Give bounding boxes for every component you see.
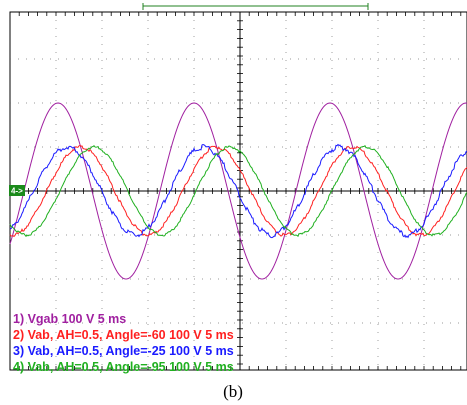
trace-4: [9, 145, 467, 238]
figure-caption: (b): [223, 382, 243, 401]
legend-entry-1: 1) Vgab 100 V 5 ms: [13, 312, 126, 326]
legend-entry-3: 3) Vab, AH=0.5, Angle=-25 100 V 5 ms: [13, 344, 234, 358]
trace-2: [9, 144, 467, 238]
ground-marker-label: 4->: [11, 187, 23, 196]
legend-entry-4: 4) Vab, AH=0.5, Angle=-95 100 V 5 ms: [13, 360, 234, 374]
traces: [9, 102, 467, 280]
trace-1: [9, 102, 467, 280]
ground-marker: 4->: [9, 185, 25, 196]
grid: [9, 11, 467, 371]
legend-entry-2: 2) Vab, AH=0.5, Angle=-60 100 V 5 ms: [13, 328, 234, 342]
legend: 1) Vgab 100 V 5 ms 2) Vab, AH=0.5, Angle=…: [13, 312, 234, 374]
trace-3: [9, 143, 467, 239]
